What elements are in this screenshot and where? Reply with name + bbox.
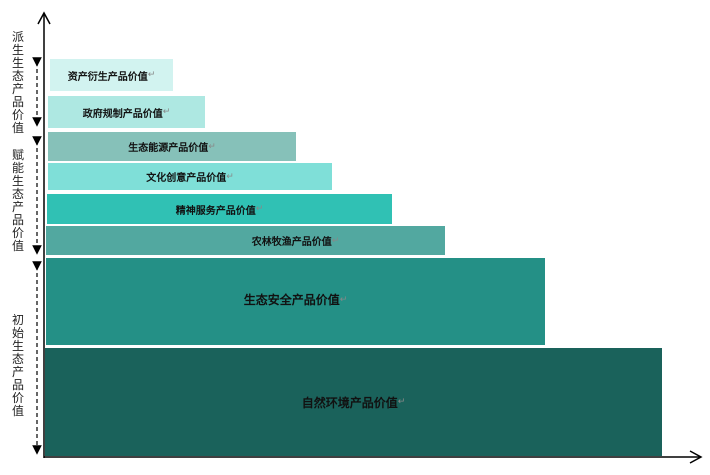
- layer-label: 生态安全产品价值: [243, 293, 340, 307]
- x-axis-arrow-icon: [689, 450, 703, 464]
- return-mark: ↵: [331, 235, 340, 246]
- layer-label: 资产衍生产品价值: [67, 71, 148, 83]
- return-mark: ↵: [339, 294, 348, 305]
- group-label-derived: 派生生态产品价值: [11, 30, 24, 135]
- layer-label: 精神服务产品价值: [175, 205, 256, 217]
- y-axis-arrow-icon: [37, 11, 51, 25]
- return-mark: ↵: [147, 70, 156, 80]
- layer-spiritual-service: 精神服务产品价值 ↵: [47, 194, 392, 224]
- layer-government-regulation: 政府规制产品价值 ↵: [48, 96, 205, 128]
- return-mark: ↵: [208, 141, 216, 152]
- layer-cultural-creative: 文化创意产品价值 ↵: [48, 163, 332, 190]
- layer-label: 农林牧渔产品价值: [251, 237, 332, 248]
- layer-eco-security: 生态安全产品价值 ↵: [46, 258, 545, 345]
- layer-agriculture: 农林牧渔产品价值 ↵: [46, 226, 445, 255]
- layer-natural-environment: 自然环境产品价值 ↵: [45, 348, 662, 456]
- group-label-enabling: 赋能生态产品价值: [11, 148, 24, 253]
- group-label-initial: 初始生态产品价值: [11, 313, 24, 418]
- layer-label: 文化创意产品价值: [146, 173, 227, 184]
- return-mark: ↵: [226, 171, 234, 182]
- layer-eco-energy: 生态能源产品价值 ↵: [48, 132, 296, 161]
- return-mark: ↵: [162, 107, 171, 117]
- return-mark: ↵: [397, 397, 406, 407]
- layer-label: 政府规制产品价值: [82, 108, 163, 120]
- layer-label: 生态能源产品价值: [128, 143, 209, 154]
- return-mark: ↵: [255, 204, 264, 214]
- layer-asset-derived: 资产衍生产品价值 ↵: [50, 59, 173, 91]
- layer-label: 自然环境产品价值: [301, 395, 398, 410]
